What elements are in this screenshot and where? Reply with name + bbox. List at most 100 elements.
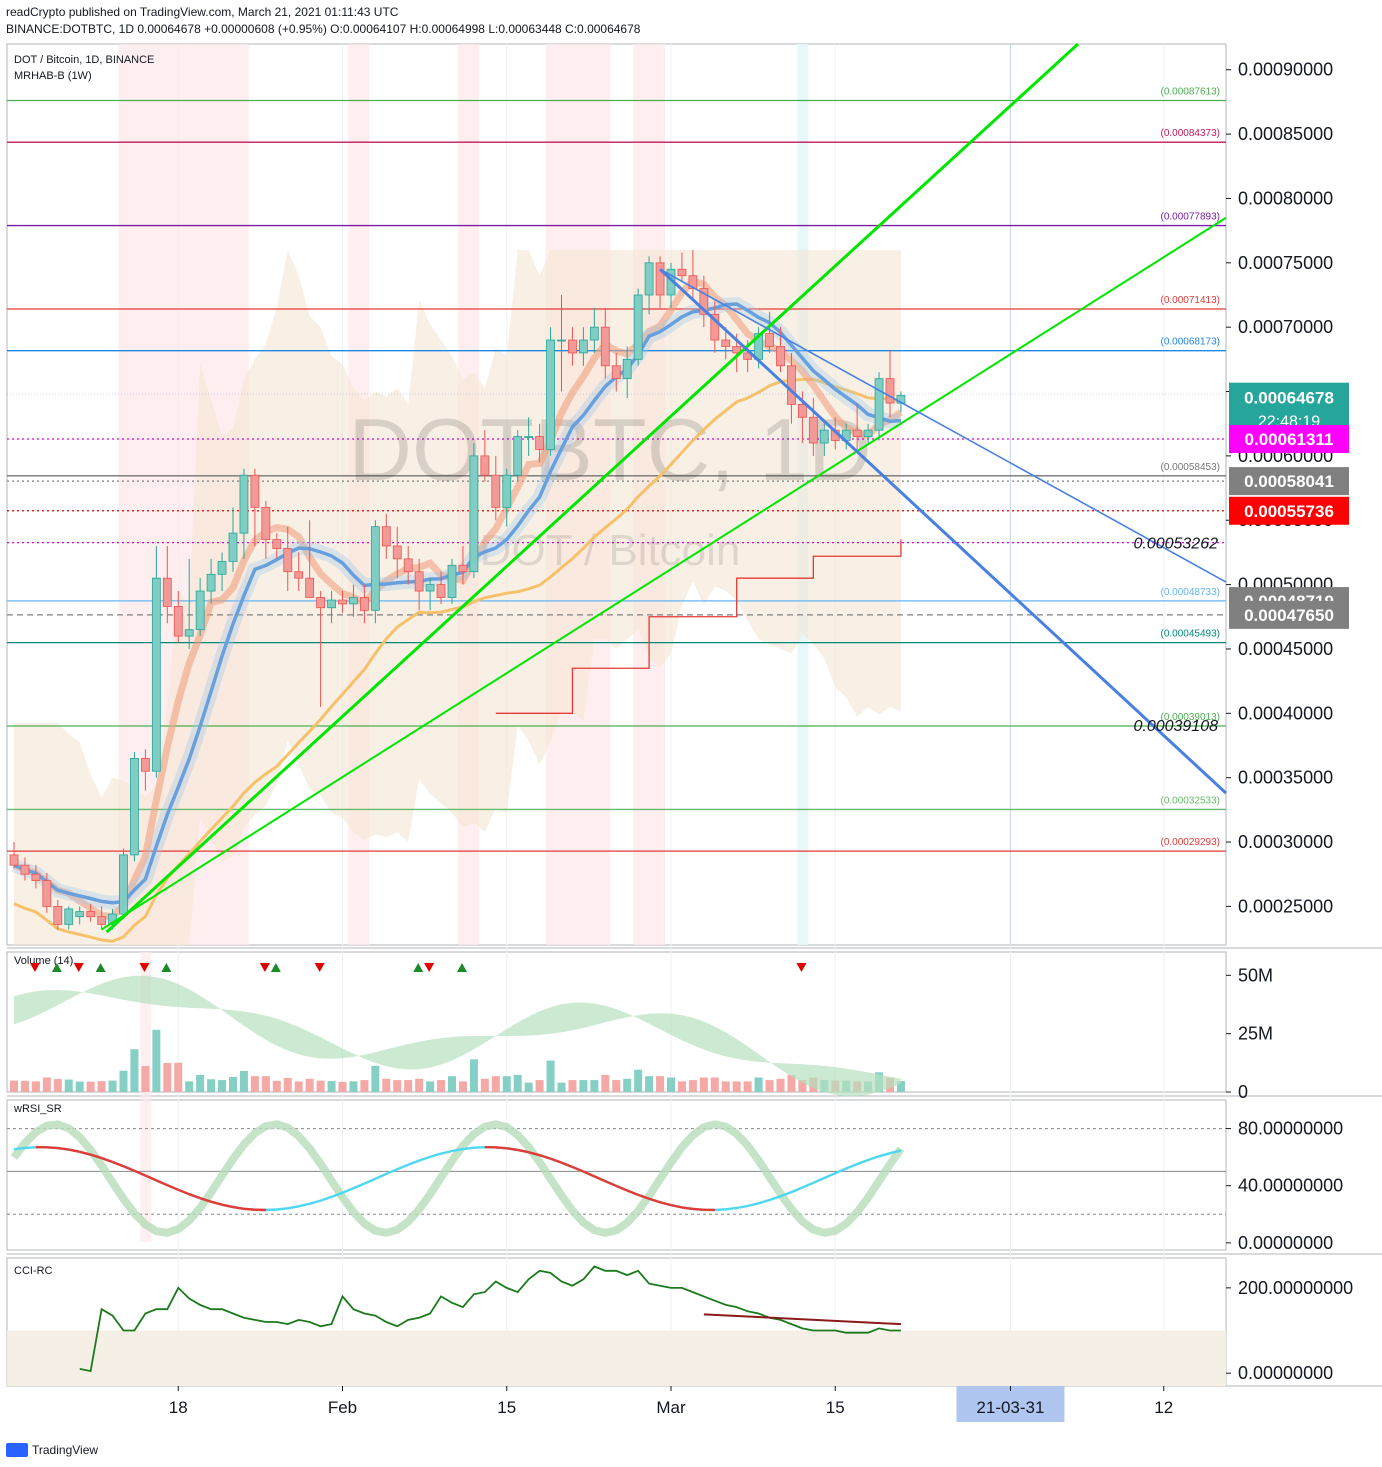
candle-body [852,429,862,437]
volume-bar [557,1082,566,1092]
level-label: (0.00068173) [1161,337,1221,348]
envelope-band [14,249,901,945]
volume-bar [338,1081,347,1092]
trend-line-green-shallow [101,216,1227,931]
wrsi-signal-segment [528,1151,540,1157]
volume-bar [20,1080,29,1092]
cci-title: CCI-RC [14,1265,53,1277]
date-axis-label: 15 [497,1398,516,1417]
wrsi-signal-segment [199,1197,212,1203]
volume-axis-label: 0 [1238,1082,1248,1102]
wrsi-axis-label: 80.00000000 [1238,1119,1343,1139]
wrsi-signal-segment [57,1146,69,1151]
footer-brand: TradingView [6,1443,98,1457]
candle-body [787,365,796,405]
candle-body [808,416,818,444]
highlight-zone [140,952,152,1242]
volume-bar [152,1029,161,1092]
volume-bar [688,1080,697,1092]
wrsi-signal-segment [670,1203,683,1209]
wrsi-signal-segment [155,1179,168,1187]
triangle-up-icon [95,963,106,972]
candle-body [425,584,435,592]
candle-body [359,597,369,611]
candle-body [305,577,315,598]
candle-body [403,558,413,573]
volume-bar [75,1081,84,1092]
candle-body [863,429,873,437]
candle-body [327,599,336,609]
volume-bar [677,1081,686,1092]
volume-bar [710,1077,719,1092]
date-axis-label: 12 [1154,1398,1173,1417]
volume-bar [294,1081,303,1092]
volume-bar [535,1080,544,1092]
volume-bar [250,1076,259,1092]
candle-body [261,506,271,540]
candle-body [184,629,194,637]
candle-body [568,339,577,354]
price-axis-label: 0.00030000 [1238,832,1333,852]
candle-body [173,606,183,637]
candle-body [622,358,632,380]
wrsi-signal-segment [210,1200,223,1206]
red-price-tag [1229,496,1349,525]
level-label: (0.00084373) [1161,128,1221,139]
volume-bar [634,1069,643,1092]
level-label: (0.00048733) [1161,587,1221,598]
red-price-tag-text: 0.00055736 [1244,502,1334,521]
volume-bar [163,1062,172,1092]
publish-info: readCrypto published on TradingView.com,… [6,5,399,19]
wrsi-signal-segment [123,1165,135,1172]
volume-bar [765,1080,774,1092]
trend-line-blue-lower [659,268,1228,795]
candle-body [381,526,391,547]
wrsi-signal-segment [681,1206,694,1211]
volume-bar [283,1078,292,1092]
ma-salmon-band [12,277,903,921]
candle-body [130,757,139,856]
candle-body [206,573,216,592]
volume-bar [207,1079,216,1092]
volume-bar [754,1077,763,1092]
candle-body [469,455,479,573]
magenta-price-tag [1229,425,1349,454]
candle-body [228,532,238,562]
price-axis-label: 0.00040000 [1238,703,1333,723]
volume-bar [656,1076,665,1092]
price-axis-label: 0.00080000 [1238,188,1333,208]
wrsi-signal-segment [144,1174,157,1182]
level-label: (0.00058453) [1161,462,1221,473]
annotation-label: 0.00053262 [1133,536,1218,553]
date-highlight-box [956,1386,1065,1422]
wrsi-signal-segment [101,1156,113,1164]
candle-body [283,548,293,573]
candle-body [644,262,654,296]
candle-body [579,339,588,354]
triangle-down-icon [73,963,84,972]
triangle-down-icon [796,963,807,972]
volume-bar [327,1081,336,1092]
wrsi-axis-label: 0.00000000 [1238,1233,1333,1253]
candle-body [743,352,753,360]
volume-bar [108,1080,117,1092]
volume-bar [382,1078,391,1092]
candle-body [458,564,468,573]
candle-body [195,590,205,631]
price-axis-label: 0.00025000 [1238,896,1333,916]
volume-bar [174,1062,183,1092]
candle-body [64,908,74,925]
candle-body [721,339,731,347]
candle-body [776,346,785,367]
wrsi-signal-segment [79,1150,91,1156]
volume-bar [469,1059,478,1092]
candle-body [677,268,687,277]
wrsi-signal-segment [133,1169,146,1177]
volume-bar [119,1070,128,1092]
grey-price-tag [1229,467,1349,496]
volume-bar [732,1081,741,1092]
volume-bar [568,1080,577,1092]
candle-body [589,326,599,341]
wrsi-signal-segment [692,1207,704,1212]
